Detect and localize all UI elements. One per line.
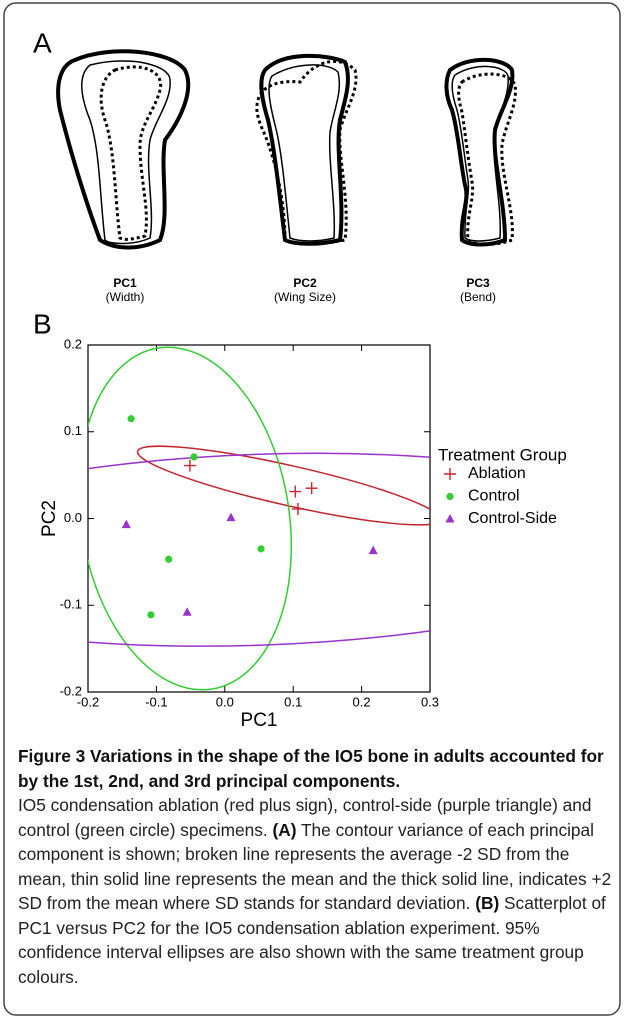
caption-text: (A): [272, 819, 297, 840]
marker-triangle: [226, 512, 236, 522]
marker-plus: [444, 468, 456, 480]
marker-triangle: [368, 545, 378, 555]
x-tick-label: -0.2: [77, 694, 99, 709]
shape-outlines: [56, 49, 517, 250]
shape-title: PC3: [466, 276, 490, 290]
y-tick-label: 0.1: [64, 423, 82, 438]
legend-label: Control-Side: [468, 510, 557, 527]
caption-text: IO5 condensation ablation (red plus sign…: [18, 795, 592, 840]
marker-circle: [127, 415, 135, 423]
panel-label: A: [33, 27, 52, 58]
marker-plus: [305, 482, 318, 495]
legend-label: Control: [468, 488, 520, 505]
marker-triangle: [121, 519, 131, 529]
caption-text: The contour variance of each principal c…: [18, 819, 612, 914]
plot-area: [88, 346, 430, 691]
x-tick-label: 0.0: [216, 694, 234, 709]
marker-circle: [147, 611, 155, 619]
x-tick-label: 0.2: [353, 694, 371, 709]
marker-triangle: [182, 607, 192, 616]
y-tick-label: 0.2: [64, 336, 82, 351]
shape-title: PC1: [113, 276, 137, 290]
y-axis-label: PC2: [39, 500, 60, 537]
marker-triangle: [445, 514, 455, 523]
shape-subtitle: (Wing Size): [274, 290, 336, 304]
y-tick-label: -0.1: [60, 597, 82, 612]
confidence-ellipse: [88, 452, 430, 647]
y-tick-label: 0.0: [64, 510, 82, 525]
x-tick-label: 0.3: [421, 694, 439, 709]
marker-plus: [291, 502, 304, 515]
figure-border: [3, 2, 621, 1016]
caption-text: (B): [475, 893, 500, 913]
marker-plus: [183, 459, 196, 472]
marker-circle: [190, 453, 198, 461]
x-tick-label: -0.1: [145, 694, 167, 709]
panel-label: B: [33, 308, 52, 339]
legend-title: Treatment Group: [438, 445, 567, 464]
marker-circle: [257, 545, 265, 553]
marker-circle: [446, 492, 454, 501]
y-tick-label: -0.2: [60, 683, 82, 698]
x-tick-label: 0.1: [284, 694, 302, 709]
caption-title: Figure 3 Variations in the shape of the …: [18, 746, 604, 791]
shape-title: PC2: [293, 276, 317, 290]
x-axis-label: PC1: [241, 710, 278, 731]
shape-subtitle: (Width): [106, 290, 145, 304]
marker-plus: [289, 485, 302, 498]
caption: Figure 3 Variations in the shape of the …: [18, 744, 612, 989]
marker-circle: [165, 555, 173, 563]
shape-subtitle: (Bend): [460, 290, 496, 304]
confidence-ellipse: [88, 346, 293, 691]
legend-label: Ablation: [468, 465, 526, 482]
plot-frame: [87, 344, 431, 693]
caption-text: Scatterplot of PC1 versus PC2 for the IO…: [18, 893, 606, 987]
caption-body: IO5 condensation ablation (red plus sign…: [18, 795, 611, 987]
confidence-ellipse: [136, 445, 430, 526]
